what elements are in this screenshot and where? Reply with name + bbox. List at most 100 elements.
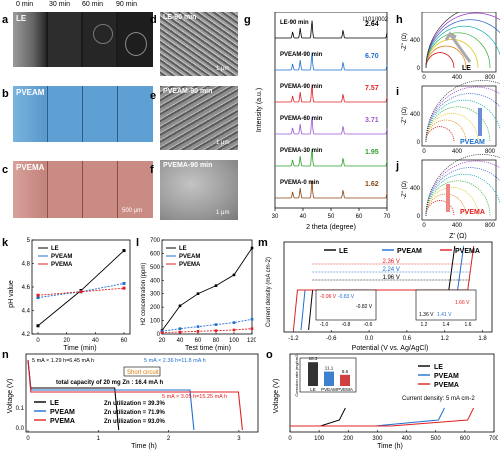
h2-xlabel: Test time (min) xyxy=(185,345,231,352)
cyc-curve-le xyxy=(290,407,346,427)
util-legend-pveam: PVEAM xyxy=(50,409,75,416)
xrd-ratio-3: 3.71 xyxy=(365,117,379,124)
panel-label-c: c xyxy=(2,164,9,176)
sem-label-d: LE-90 min xyxy=(163,14,197,21)
nyquist-xtick-label: 0 xyxy=(422,75,426,81)
cyc-inset-value: 11.1 xyxy=(325,366,334,371)
nyquist-arc xyxy=(425,25,500,69)
util-annot-pvema: 5 mA × 3.05 h=15.25 mA h xyxy=(162,394,227,400)
xrd-series-label-3: PVEMA-60 min xyxy=(280,116,323,122)
nyquist-ylabel: -Z'' (Ω) xyxy=(402,33,408,51)
nyquist-ytick-label: 400 xyxy=(410,112,421,118)
util-legend-pvema: PVEMA xyxy=(50,418,75,425)
h2-point-pveam xyxy=(214,323,218,326)
nyquist-arc xyxy=(425,113,479,143)
row-label-pveam: PVEAM xyxy=(16,88,45,97)
image-row-pvema xyxy=(13,161,153,218)
cyc-xtick-label: 500 xyxy=(431,436,442,442)
h2-point-pvema xyxy=(214,329,218,332)
lsv-inset-right-xtick: 1.4 xyxy=(443,322,450,328)
xrd-ratio-5: 1.62 xyxy=(365,181,379,188)
util-curve-pvema xyxy=(27,359,243,431)
lsv-inset-left-xtick: -1.0 xyxy=(320,322,329,328)
nyquist-arc xyxy=(425,173,500,217)
nyquist-arc xyxy=(425,180,491,217)
scale-bar-d: 1 μm xyxy=(216,66,230,72)
nyquist-arc xyxy=(425,12,460,69)
lsv-xlabel: Potential (V vs. Ag/AgCl) xyxy=(352,345,429,352)
nyquist-arc xyxy=(425,187,479,217)
nyquist-arc xyxy=(425,32,491,69)
nyquist-label-le: LE xyxy=(462,65,471,72)
lsv-inset-right-label: 1.41 V xyxy=(437,312,452,318)
lsv-xtick-label: 0.0 xyxy=(365,336,374,342)
nyquist-arc xyxy=(425,126,455,143)
h2-point-le xyxy=(196,292,200,296)
nyquist-ylabel: -Z'' (Ω) xyxy=(402,181,408,199)
xrd-line-3 xyxy=(275,116,388,135)
ph-point-pvema xyxy=(36,293,40,297)
ph-point-le xyxy=(36,324,40,328)
nyquist-xtick-label: 400 xyxy=(452,223,463,229)
xrd-chart: LE-90 min 2.64 PVEAM-90 min 6.70 PVEMA-90 mi… xyxy=(256,12,391,231)
ph-ytick-label: 4.2 xyxy=(22,332,31,338)
nyquist-arc xyxy=(425,80,500,143)
nyquist-arc xyxy=(425,93,500,143)
h2-point-le xyxy=(178,304,182,308)
util-short-circuit: Short circuit xyxy=(127,370,159,376)
util-ylabel: Voltage (V) xyxy=(7,379,14,414)
h2-legend-pvema: PVEMA xyxy=(179,262,201,268)
ph-xtick-label: 40 xyxy=(92,338,99,344)
time-arrow xyxy=(14,0,154,8)
util-value-le: Zn utilization = 39.3% xyxy=(104,401,166,407)
cycling-chart: 0 100 200 300 400 500 600 700LEPVEAMPVEMACurren… xyxy=(273,353,498,450)
ph-point-pveam xyxy=(122,281,126,285)
nyquist-label-pvema: PVEMA xyxy=(460,209,485,216)
panel-label-b: b xyxy=(2,88,9,100)
lsv-xtick-label: 0.6 xyxy=(403,336,412,342)
lsv-inset-left-label: -0.83 V xyxy=(338,294,355,300)
panel-label-a: a xyxy=(2,14,9,26)
xrd-ticks-group: 30 40 50 60 70 xyxy=(272,208,391,220)
h2-point-pveam xyxy=(250,317,254,321)
lsv-curve-pvema xyxy=(292,245,475,331)
sem-image-f: PVEMA-90 min 1 μm xyxy=(160,160,238,220)
time-label-0: 0 min xyxy=(16,1,34,8)
nyquist-arrow-le xyxy=(444,31,472,63)
ph-point-pvema xyxy=(79,290,83,294)
lsv-inset-right xyxy=(415,289,477,321)
nyquist-arc xyxy=(425,39,479,69)
h2-legend-le: LE xyxy=(179,246,187,252)
nyquist-xtick-label: 0 xyxy=(422,223,426,229)
ph-point-le xyxy=(122,249,126,253)
h2-point-pveam xyxy=(232,321,236,324)
panel-label-d: d xyxy=(150,14,157,26)
nyquist-ytick-label: 0 xyxy=(417,214,421,220)
h2-point-pvema xyxy=(232,328,236,332)
lsv-inset-left xyxy=(315,289,377,321)
xrd-line-1 xyxy=(275,52,388,71)
cyc-legend-pvema: PVEMA xyxy=(434,382,459,389)
lsv-legend-pvema: PVEMA xyxy=(455,248,480,255)
nyquist-arc xyxy=(425,52,455,69)
time-label-90: 90 min xyxy=(116,1,138,8)
h2-ytick-label: 0 xyxy=(157,332,161,338)
xrd-series-label-0: LE-90 min xyxy=(280,20,309,26)
utilization-chart: 0 1 2 3 0.0 0.1 LE Zn utilization = 39.3% PVEAM Z… xyxy=(7,353,259,450)
xrd-frame xyxy=(274,12,388,209)
scale-bar-e: 1 μm xyxy=(216,140,230,146)
util-value-pveam: Zn utilization = 71.9% xyxy=(104,410,166,416)
h2-ytick-label: 200 xyxy=(150,305,161,311)
cyc-xtick-label: 400 xyxy=(402,436,413,442)
ph-ylabel: pH value xyxy=(8,280,15,308)
nyquist-arc xyxy=(425,160,500,217)
nyquist-xtick-label: 800 xyxy=(485,223,496,229)
cyc-inset-bar-pvema xyxy=(340,374,350,386)
h2-ytick-label: 100 xyxy=(150,319,161,325)
scale-bar-f: 1 μm xyxy=(216,210,230,216)
util-frame xyxy=(25,353,259,433)
util-xtick-label: 1 xyxy=(97,436,101,442)
cyc-frame xyxy=(289,353,495,433)
nyquist-ytick-label: 400 xyxy=(410,186,421,192)
